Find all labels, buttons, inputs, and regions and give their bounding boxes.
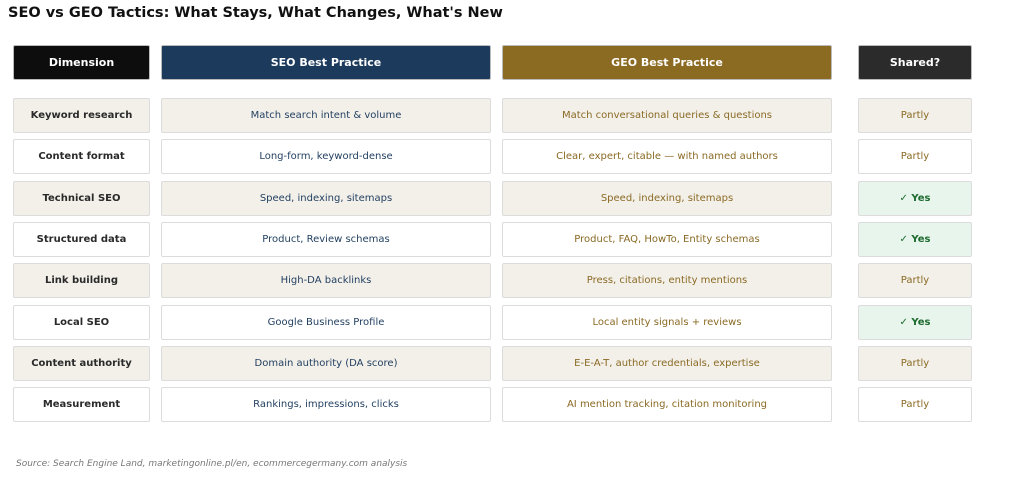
cell-seo: Rankings, impressions, clicks (161, 387, 491, 422)
cell-geo: Local entity signals + reviews (502, 305, 832, 340)
cell-seo: Google Business Profile (161, 305, 491, 340)
cell-geo: Press, citations, entity mentions (502, 263, 832, 298)
cell-shared: Partly (858, 346, 972, 381)
cell-dimension: Content authority (13, 346, 150, 381)
cell-geo: E-E-A-T, author credentials, expertise (502, 346, 832, 381)
cell-geo: Match conversational queries & questions (502, 98, 832, 133)
cell-shared: Partly (858, 139, 972, 174)
cell-dimension: Local SEO (13, 305, 150, 340)
cell-geo: AI mention tracking, citation monitoring (502, 387, 832, 422)
cell-dimension: Keyword research (13, 98, 150, 133)
header-geo: GEO Best Practice (502, 45, 832, 80)
cell-seo: Match search intent & volume (161, 98, 491, 133)
cell-shared: Partly (858, 387, 972, 422)
cell-shared: ✓ Yes (858, 222, 972, 257)
header-shared: Shared? (858, 45, 972, 80)
cell-seo: Long-form, keyword-dense (161, 139, 491, 174)
cell-dimension: Measurement (13, 387, 150, 422)
cell-seo: Speed, indexing, sitemaps (161, 181, 491, 216)
cell-seo: Domain authority (DA score) (161, 346, 491, 381)
cell-shared: Partly (858, 263, 972, 298)
cell-dimension: Content format (13, 139, 150, 174)
cell-seo: High-DA backlinks (161, 263, 491, 298)
cell-shared: ✓ Yes (858, 305, 972, 340)
cell-dimension: Link building (13, 263, 150, 298)
cell-seo: Product, Review schemas (161, 222, 491, 257)
header-dimension: Dimension (13, 45, 150, 80)
cell-dimension: Structured data (13, 222, 150, 257)
cell-dimension: Technical SEO (13, 181, 150, 216)
header-seo: SEO Best Practice (161, 45, 491, 80)
cell-geo: Speed, indexing, sitemaps (502, 181, 832, 216)
page-title: SEO vs GEO Tactics: What Stays, What Cha… (8, 5, 503, 21)
cell-shared: ✓ Yes (858, 181, 972, 216)
cell-shared: Partly (858, 98, 972, 133)
cell-geo: Clear, expert, citable — with named auth… (502, 139, 832, 174)
cell-geo: Product, FAQ, HowTo, Entity schemas (502, 222, 832, 257)
source-note: Source: Search Engine Land, marketingonl… (16, 459, 408, 469)
